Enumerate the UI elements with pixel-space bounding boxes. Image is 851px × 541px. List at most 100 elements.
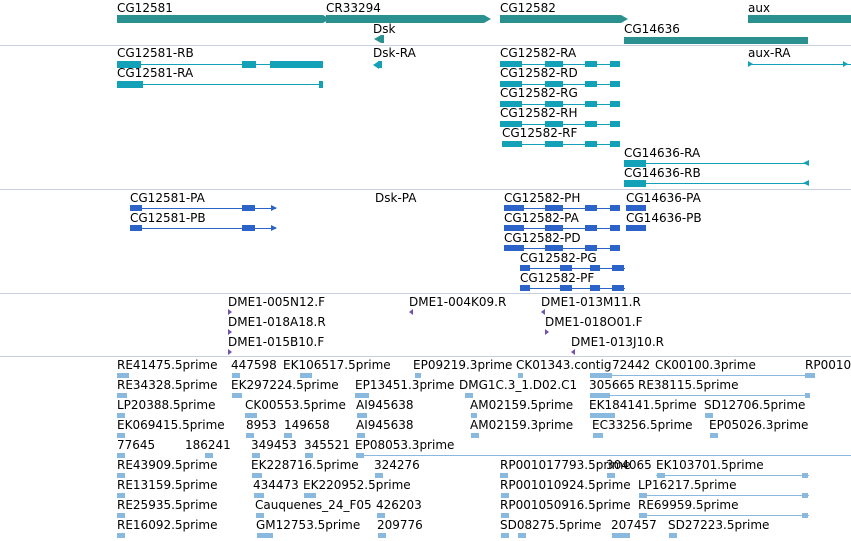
clone-end-marker[interactable] [228,329,232,335]
est-label[interactable]: 305665 [589,378,635,392]
protein-label[interactable]: CG12582-PD [504,231,581,245]
est-feature[interactable] [357,413,367,418]
transcript-exon[interactable] [624,180,646,187]
transcript-exon[interactable] [610,81,620,87]
est-feature[interactable] [639,513,647,518]
est-label[interactable]: 72442 [612,358,651,372]
est-feature[interactable] [232,373,240,378]
transcript-exon[interactable] [624,160,646,167]
transcript-label[interactable]: CG12582-RD [500,66,578,80]
gene-bar[interactable] [326,15,484,23]
gene-label[interactable]: CG12581 [117,1,173,15]
est-feature[interactable] [252,453,260,458]
est-feature[interactable] [356,453,364,458]
protein-exon[interactable] [610,245,620,251]
est-feature[interactable] [657,473,665,478]
transcript-exon[interactable] [545,141,563,147]
clone-end-label[interactable]: DME1-013M11.R [541,295,641,309]
clone-end-label[interactable]: DME1-018A18.R [228,315,326,329]
est-feature[interactable] [500,473,508,478]
clone-end-label[interactable]: DME1-015B10.F [228,335,325,349]
transcript-label[interactable]: aux-RA [748,46,791,60]
est-label[interactable]: AI945638 [356,418,414,432]
est-feature[interactable] [415,373,421,378]
est-label[interactable]: 8953 [246,418,277,432]
est-feature[interactable] [117,393,127,398]
gene-bar[interactable] [748,15,851,23]
protein-exon[interactable] [242,225,255,231]
transcript-exon[interactable] [242,61,256,68]
est-label[interactable]: 304065 [606,458,652,472]
est-label[interactable]: EK297224.5prime [231,378,339,392]
transcript-exon[interactable] [500,81,522,87]
est-label[interactable]: SD12706.5prime [704,398,806,412]
protein-exon[interactable] [626,225,646,231]
transcript-exon[interactable] [610,141,620,147]
est-feature[interactable] [590,393,610,398]
transcript-exon[interactable] [585,121,597,127]
protein-exon[interactable] [610,205,620,211]
est-label[interactable]: 324276 [374,458,420,472]
protein-exon[interactable] [520,265,530,271]
protein-label[interactable]: CG12581-PA [130,191,205,205]
transcript-exon[interactable] [500,61,522,67]
est-label[interactable]: 447598 [231,358,277,372]
transcript-label[interactable]: Dsk-RA [373,46,416,60]
transcript-exon[interactable] [378,61,382,68]
est-feature[interactable] [205,453,213,458]
clone-end-label[interactable]: DME1-005N12.F [228,295,326,309]
est-feature[interactable] [378,533,386,538]
est-feature[interactable] [117,473,125,478]
transcript-exon[interactable] [585,101,597,107]
est-feature[interactable] [802,473,808,478]
protein-exon[interactable] [504,205,524,211]
est-feature[interactable] [377,513,385,518]
est-feature[interactable] [357,433,365,438]
est-label[interactable]: RP0010 [805,358,851,372]
est-label[interactable]: RE69959.5prime [638,498,739,512]
est-feature[interactable] [805,373,815,378]
est-label[interactable]: EP08053.3prime [355,438,455,452]
est-label[interactable]: EK103701.5prime [656,458,764,472]
transcript-exon[interactable] [610,101,620,107]
transcript-exon[interactable] [117,61,141,68]
transcript-exon[interactable] [545,61,563,67]
est-feature[interactable] [117,533,125,538]
est-feature[interactable] [593,433,603,438]
est-feature[interactable] [669,533,677,538]
gene-label[interactable]: CG12582 [500,1,556,15]
est-feature[interactable] [805,393,810,398]
est-feature[interactable] [802,493,808,498]
est-label[interactable]: RP001010924.5prime [500,478,631,492]
transcript-exon[interactable] [545,101,563,107]
est-label[interactable]: AM02159.5prime [470,398,574,412]
protein-exon[interactable] [626,205,646,211]
clone-end-marker[interactable] [571,349,575,355]
est-label[interactable]: RE43909.5prime [117,458,218,472]
est-label[interactable]: RE41475.5prime [117,358,218,372]
gene-label[interactable]: aux [748,1,771,15]
transcript-exon[interactable] [585,141,597,147]
est-label[interactable]: CK01343.contig [516,358,612,372]
est-feature[interactable] [305,453,313,458]
transcript-exon[interactable] [117,81,143,88]
est-feature[interactable] [252,473,262,478]
est-label[interactable]: EP09219.3prime [413,358,513,372]
protein-exon[interactable] [590,285,600,291]
protein-exon[interactable] [585,225,597,231]
transcript-label[interactable]: CG14636-RB [624,166,701,180]
protein-exon[interactable] [560,265,572,271]
est-label[interactable]: RE38115.5prime [638,378,739,392]
est-label[interactable]: 207457 [611,518,657,532]
protein-label[interactable]: CG14636-PA [626,191,701,205]
est-feature[interactable] [710,433,718,438]
clone-end-label[interactable]: DME1-004K09.R [409,295,507,309]
clone-end-marker[interactable] [545,329,549,335]
protein-exon[interactable] [504,225,524,231]
est-label[interactable]: RE25935.5prime [117,498,218,512]
est-feature[interactable] [256,513,264,518]
est-label[interactable]: RE16092.5prime [117,518,218,532]
est-feature[interactable] [501,493,509,498]
est-feature[interactable] [375,473,383,478]
est-feature[interactable] [802,513,808,518]
